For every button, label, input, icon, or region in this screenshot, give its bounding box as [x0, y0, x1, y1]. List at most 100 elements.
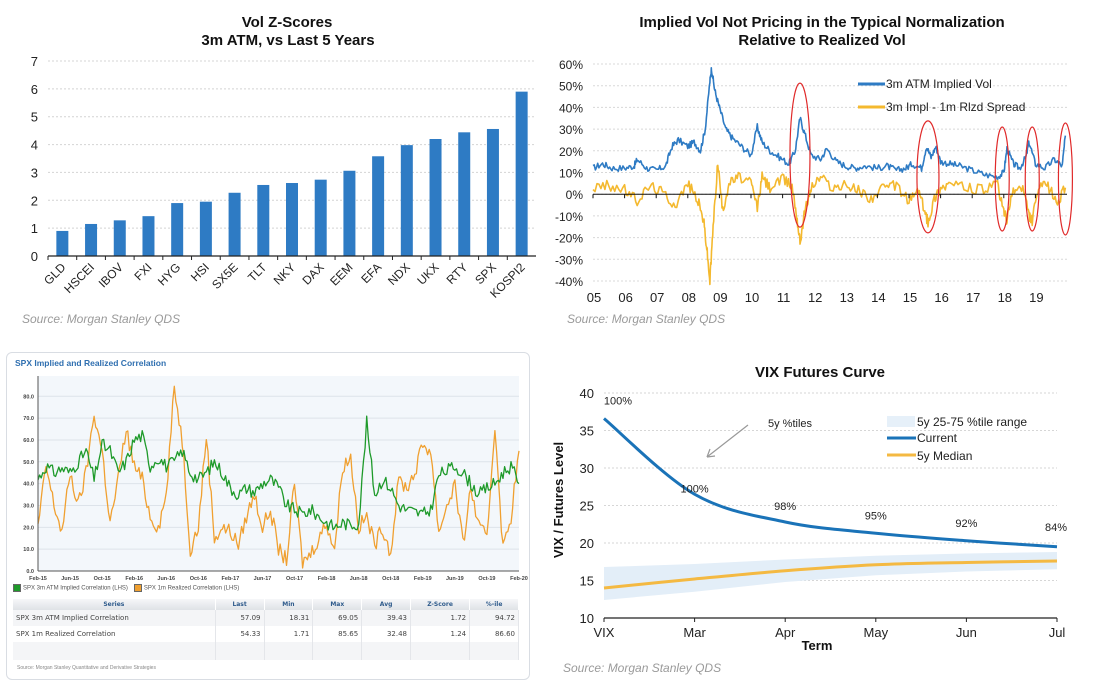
- x-tick-label: 10: [745, 290, 759, 305]
- chart-subtitle: 3m ATM, vs Last 5 Years: [201, 32, 374, 49]
- table-cell: 86.60: [469, 626, 519, 642]
- series-line-0: [592, 67, 1067, 181]
- annotation-arrow-line: [706, 424, 749, 458]
- x-tick-label: FXI: [131, 260, 154, 283]
- x-axis-label: Term: [802, 638, 833, 653]
- data-label: 84%: [1045, 522, 1067, 534]
- table-cell: 1.24: [410, 626, 471, 642]
- y-tick-label: 30.0: [23, 503, 34, 509]
- x-tick-label: Jun-17: [254, 576, 272, 582]
- table-cell: 1.72: [410, 610, 471, 626]
- y-tick-label: 7: [31, 54, 38, 69]
- x-tick-label: Oct-15: [94, 576, 111, 582]
- column-header[interactable]: %-ile: [469, 599, 519, 610]
- table-row-empty: [13, 642, 519, 660]
- bar-spx: [486, 128, 499, 256]
- bar-kospi2: [515, 91, 528, 257]
- x-tick-label: HSCEI: [61, 260, 97, 296]
- column-header[interactable]: Series: [13, 599, 216, 610]
- legend-label-spread: 3m Impl - 1m Rlzd Spread: [886, 100, 1025, 114]
- data-label: 100%: [604, 396, 632, 408]
- series-line-1: [37, 385, 520, 569]
- column-header[interactable]: Min: [264, 599, 314, 610]
- bar-fxi: [142, 216, 155, 256]
- bar-efa: [372, 156, 385, 256]
- table-cell: 54.33: [215, 626, 265, 642]
- y-tick-label: 10%: [559, 167, 583, 181]
- highlight-ellipse: [1024, 126, 1040, 232]
- x-tick-label: TLT: [245, 260, 270, 285]
- table-cell: SPX 1m Realized Correlation: [13, 626, 216, 642]
- y-tick-label: -40%: [555, 275, 583, 289]
- legend-label-median: 5y Median: [917, 449, 972, 463]
- data-label: 98%: [774, 501, 796, 513]
- legend-label-current: Current: [917, 431, 958, 445]
- source-note: Source: Morgan Stanley QDS: [22, 312, 181, 326]
- x-tick-label: Jun: [956, 625, 977, 640]
- table-row: SPX 1m Realized Correlation 54.33 1.71 8…: [13, 626, 519, 642]
- highlight-ellipse: [916, 120, 940, 234]
- y-tick-label: 70.0: [23, 416, 34, 422]
- series-line-0: [37, 415, 520, 531]
- legend-label-implied: SPX 3m ATM Implied Correlation (LHS): [23, 585, 128, 592]
- y-tick-label: 6: [31, 82, 38, 97]
- legend-label-implied-vol: 3m ATM Implied Vol: [886, 77, 992, 91]
- chart-legend: 3m ATM Implied Vol 3m Impl - 1m Rlzd Spr…: [858, 77, 1025, 114]
- column-header[interactable]: Last: [215, 599, 265, 610]
- table-cell: 94.72: [469, 610, 519, 626]
- x-tick-label: Feb-18: [318, 576, 336, 582]
- y-tick-label: 4: [31, 138, 38, 153]
- series-line-1: [592, 164, 1067, 286]
- x-tick-label: HYG: [155, 260, 183, 288]
- column-header[interactable]: Z-Score: [410, 599, 471, 610]
- bar-eem: [343, 170, 356, 256]
- highlight-ellipse: [994, 126, 1010, 232]
- x-tick-label: 13: [840, 290, 854, 305]
- y-tick-label: 0.0: [26, 569, 34, 575]
- table-cell: 32.48: [361, 626, 411, 642]
- x-tick-label: Oct-19: [478, 576, 495, 582]
- legend-item-implied[interactable]: SPX 3m ATM Implied Correlation (LHS): [13, 584, 128, 592]
- legend-swatch-realized: [133, 584, 142, 592]
- table-header-row: Series Last Min Max Avg Z-Score %-ile: [13, 599, 519, 610]
- x-tick-label: Apr: [775, 625, 796, 640]
- x-tick-label: May: [864, 625, 889, 640]
- x-tick-label: 16: [934, 290, 948, 305]
- legend-item-realized[interactable]: SPX 1m Realized Correlation (LHS): [133, 584, 239, 592]
- x-tick-label: 07: [650, 290, 664, 305]
- x-tick-label: EEM: [327, 260, 355, 288]
- source-note: Source: Morgan Stanley QDS: [563, 661, 722, 675]
- chart-legend: 5y 25-75 %tile range Current 5y Median: [887, 415, 1027, 463]
- vol-zscores-chart: Vol Z-Scores 3m ATM, vs Last 5 Years 0 1 2…: [31, 14, 536, 301]
- chart-subtitle: Relative to Realized Vol: [738, 32, 905, 49]
- x-tick-label: NDX: [385, 260, 413, 288]
- column-header[interactable]: Max: [312, 599, 363, 610]
- y-tick-label: 20: [580, 536, 594, 551]
- y-tick-label: -10%: [555, 210, 583, 224]
- x-tick-label: NKY: [271, 260, 298, 287]
- x-tick-label: Jul: [1049, 625, 1066, 640]
- data-label: 95%: [865, 510, 887, 522]
- highlight-ellipse: [789, 82, 811, 228]
- y-tick-label: 0%: [566, 188, 584, 202]
- vix-futures-panel: VIX Futures Curve VIX / Futures Level Te…: [545, 350, 1098, 688]
- vol-zscores-panel: Vol Z-Scores 3m ATM, vs Last 5 Years 0 1 2…: [0, 0, 545, 340]
- column-header[interactable]: Avg: [361, 599, 411, 610]
- x-tick-label: Feb-15: [29, 576, 47, 582]
- x-tick-label: 17: [966, 290, 980, 305]
- data-label: 100%: [681, 483, 709, 495]
- median-line: [603, 559, 1058, 590]
- spx-correlation-chart: 0.0 10.0 20.0 30.0 40.0 50.0 60.0 70.0 80.0 Feb-1…: [23, 376, 528, 582]
- x-tick-label: Jun-16: [157, 576, 175, 582]
- chart-title: Vol Z-Scores: [242, 14, 333, 31]
- x-tick-label: 14: [871, 290, 885, 305]
- chart-title: VIX Futures Curve: [755, 364, 885, 381]
- x-tick-label: EFA: [358, 260, 384, 286]
- x-tick-label: Oct-17: [286, 576, 303, 582]
- x-tick-label: IBOV: [96, 260, 126, 290]
- y-tick-label: 20%: [559, 145, 583, 159]
- y-tick-label: 40%: [559, 101, 583, 115]
- percentile-band: [604, 552, 1057, 600]
- table-cell: 18.31: [264, 610, 314, 626]
- x-tick-label: Feb-20: [510, 576, 528, 582]
